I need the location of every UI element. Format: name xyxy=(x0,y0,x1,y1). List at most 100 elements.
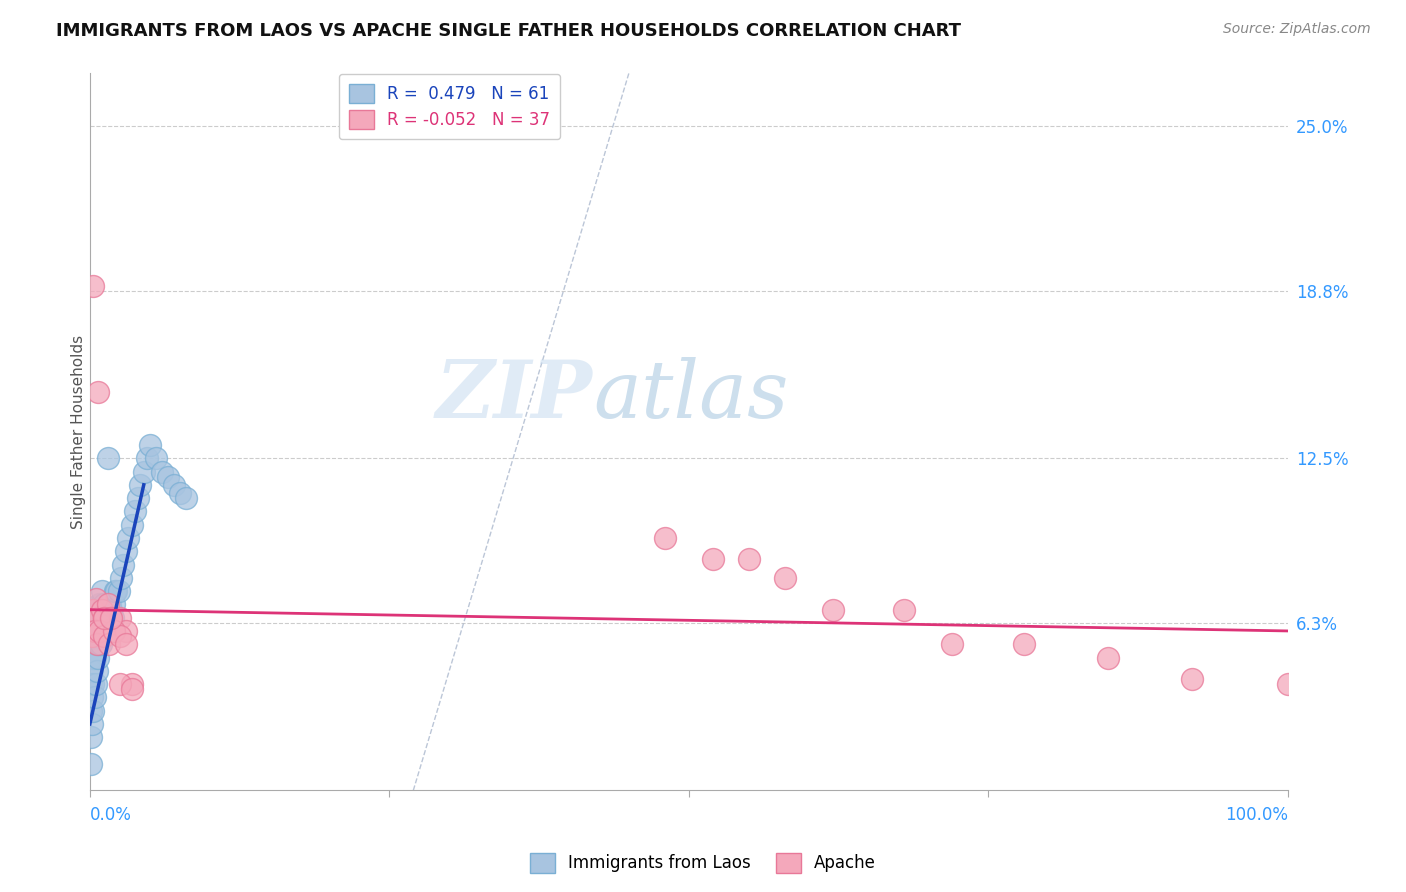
Point xyxy=(87,384,110,399)
Point xyxy=(121,677,143,691)
Point xyxy=(773,571,796,585)
Point xyxy=(654,531,676,545)
Point xyxy=(82,650,104,665)
Point xyxy=(82,624,104,638)
Point xyxy=(97,598,120,612)
Point xyxy=(94,610,117,624)
Point xyxy=(90,598,112,612)
Point xyxy=(97,598,120,612)
Text: IMMIGRANTS FROM LAOS VS APACHE SINGLE FATHER HOUSEHOLDS CORRELATION CHART: IMMIGRANTS FROM LAOS VS APACHE SINGLE FA… xyxy=(56,22,962,40)
Legend: R =  0.479   N = 61, R = -0.052   N = 37: R = 0.479 N = 61, R = -0.052 N = 37 xyxy=(339,74,560,139)
Text: 0.0%: 0.0% xyxy=(90,806,132,824)
Point xyxy=(98,598,121,612)
Point xyxy=(89,624,111,638)
Text: Source: ZipAtlas.com: Source: ZipAtlas.com xyxy=(1223,22,1371,37)
Legend: Immigrants from Laos, Apache: Immigrants from Laos, Apache xyxy=(523,847,883,880)
Point xyxy=(114,637,136,651)
Point xyxy=(1097,650,1119,665)
Text: 100.0%: 100.0% xyxy=(1225,806,1288,824)
Point xyxy=(127,491,149,505)
Point xyxy=(98,610,121,624)
Point xyxy=(1277,677,1299,691)
Point xyxy=(82,278,104,293)
Point xyxy=(80,650,103,665)
Point xyxy=(104,584,127,599)
Point xyxy=(702,552,724,566)
Point xyxy=(87,610,110,624)
Point xyxy=(738,552,761,566)
Point xyxy=(103,624,125,638)
Point xyxy=(174,491,197,505)
Point xyxy=(80,677,103,691)
Point xyxy=(90,637,112,651)
Point xyxy=(169,485,191,500)
Point xyxy=(82,629,104,643)
Point xyxy=(93,610,115,624)
Point xyxy=(1014,637,1036,651)
Point xyxy=(114,624,136,638)
Point xyxy=(86,624,108,638)
Point xyxy=(84,677,107,691)
Point xyxy=(121,517,143,532)
Point xyxy=(893,603,915,617)
Point xyxy=(163,478,186,492)
Text: ZIP: ZIP xyxy=(436,357,593,434)
Point xyxy=(90,603,112,617)
Point xyxy=(139,438,162,452)
Point xyxy=(82,637,104,651)
Point xyxy=(80,756,103,771)
Point xyxy=(86,664,108,678)
Point xyxy=(110,571,132,585)
Point xyxy=(83,650,105,665)
Point xyxy=(124,504,146,518)
Point xyxy=(80,730,103,744)
Point xyxy=(82,603,104,617)
Point xyxy=(82,624,104,638)
Point xyxy=(86,637,108,651)
Point xyxy=(129,478,152,492)
Point xyxy=(114,544,136,558)
Point xyxy=(101,610,124,624)
Point xyxy=(96,624,118,638)
Point xyxy=(93,610,115,624)
Point xyxy=(87,610,110,624)
Point xyxy=(90,584,112,599)
Point xyxy=(103,598,125,612)
Point xyxy=(1181,672,1204,686)
Point xyxy=(89,637,111,651)
Point xyxy=(108,610,131,624)
Point xyxy=(821,603,844,617)
Point xyxy=(941,637,963,651)
Point xyxy=(156,470,179,484)
Point xyxy=(121,682,143,697)
Point xyxy=(98,637,121,651)
Point xyxy=(108,629,131,643)
Point xyxy=(82,690,104,705)
Point xyxy=(93,598,115,612)
Point xyxy=(145,451,167,466)
Point xyxy=(83,624,105,638)
Point xyxy=(82,704,104,718)
Point xyxy=(82,664,104,678)
Point xyxy=(107,584,129,599)
Point xyxy=(136,451,159,466)
Point xyxy=(82,677,104,691)
Point xyxy=(80,704,103,718)
Point xyxy=(100,610,122,624)
Point xyxy=(93,629,115,643)
Point xyxy=(103,624,125,638)
Point xyxy=(82,717,104,731)
Point xyxy=(100,603,122,617)
Point xyxy=(84,637,107,651)
Point xyxy=(150,465,173,479)
Point xyxy=(112,558,135,572)
Point xyxy=(89,598,111,612)
Point xyxy=(108,677,131,691)
Point xyxy=(105,584,128,599)
Point xyxy=(91,610,114,624)
Point xyxy=(100,610,122,624)
Y-axis label: Single Father Households: Single Father Households xyxy=(72,334,86,529)
Point xyxy=(83,690,105,705)
Point xyxy=(117,531,139,545)
Point xyxy=(97,451,120,466)
